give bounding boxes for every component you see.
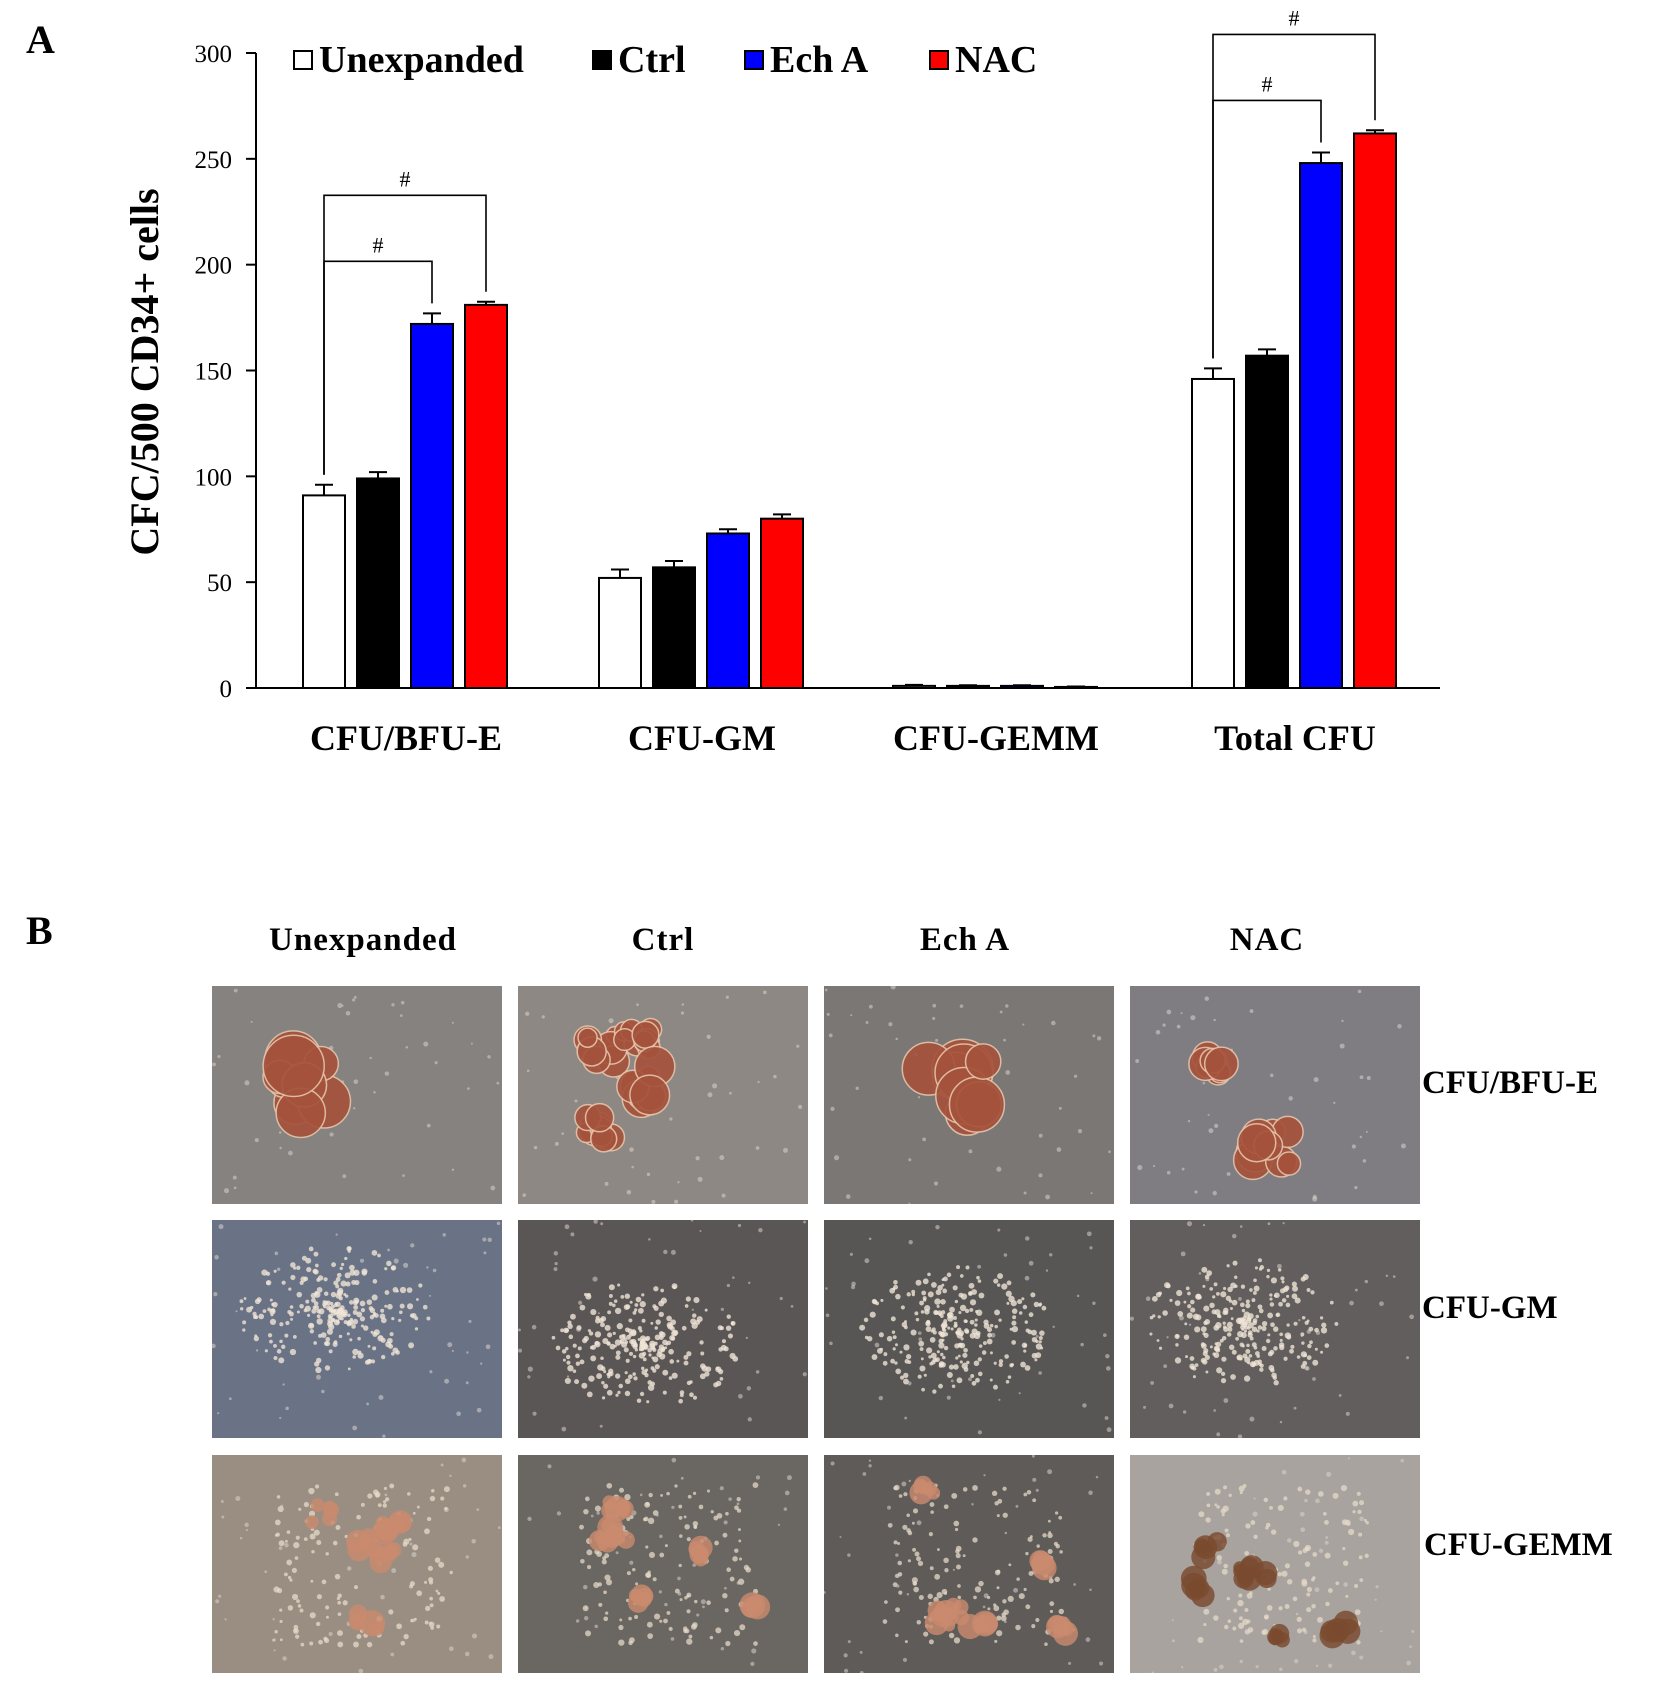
bar: [356, 477, 400, 690]
colony-photo: [212, 1455, 502, 1673]
colony-photo: [518, 986, 808, 1204]
row-label-cfu-gemm: CFU-GEMM: [1424, 1527, 1613, 1563]
legend-swatch-ctrl: [592, 50, 612, 70]
panel-b-letter: B: [26, 908, 53, 953]
x-category-label: CFU-GM: [628, 718, 776, 758]
colony-photo: [1130, 986, 1420, 1204]
bar: [1353, 132, 1397, 689]
panel-a-letter: A: [26, 17, 55, 62]
colony-photo: [1130, 1455, 1420, 1673]
legend-label-nac: NAC: [955, 39, 1037, 81]
column-header-ctrl: Ctrl: [631, 922, 695, 958]
bar: [1191, 377, 1235, 689]
x-category-label: CFU-GEMM: [893, 718, 1099, 758]
bar: [1299, 162, 1343, 690]
x-category-label: Total CFU: [1214, 718, 1376, 758]
bar-chart: 0 50 100 150 200 250 300 CFC/500 CD34+ cells CFU…: [122, 5, 1440, 758]
bar: [302, 494, 346, 689]
colony-photo-image: [1130, 1455, 1420, 1673]
legend-label-unexpanded: Unexpanded: [319, 39, 524, 81]
colony-photo: [1130, 1220, 1420, 1438]
significance-marker: #: [1289, 5, 1300, 30]
colony-photo: [212, 986, 502, 1204]
bar: [760, 517, 804, 690]
significance-marker: #: [373, 232, 384, 257]
colony-photo-image: [212, 1455, 502, 1673]
y-tick-label: 200: [195, 253, 233, 280]
bar: [410, 322, 454, 689]
legend-label-ctrl: Ctrl: [618, 39, 686, 81]
bar: [892, 684, 936, 690]
colony-photo: [518, 1220, 808, 1438]
colony-photo-image: [518, 1455, 808, 1673]
colony-photo: [824, 1455, 1114, 1673]
colony-photo: [824, 1220, 1114, 1438]
y-axis-title: CFC/500 CD34+ cells: [122, 188, 167, 555]
legend-swatch-unexpanded: [293, 50, 313, 70]
bar: [598, 576, 642, 690]
y-tick-label: 150: [195, 359, 233, 386]
legend-swatch-ech-a: [744, 50, 764, 70]
colony-photo: [518, 1455, 808, 1673]
colony-photo-image: [518, 986, 808, 1204]
significance-marker: #: [1262, 71, 1273, 96]
column-header-nac: NAC: [1229, 922, 1305, 958]
colony-photo: [212, 1220, 502, 1438]
colony-photo-image: [518, 1220, 808, 1438]
y-tick-label: 250: [195, 147, 233, 174]
colony-photo-image: [212, 1220, 502, 1438]
y-tick-label: 300: [195, 41, 233, 68]
column-header-unexpanded: Unexpanded: [269, 922, 457, 958]
bar: [652, 566, 696, 689]
bar: [464, 303, 508, 689]
significance-bracket: [1212, 33, 1376, 359]
colony-photo-image: [212, 986, 502, 1204]
row-label-cfu-bfu-e: CFU/BFU-E: [1422, 1065, 1598, 1101]
significance-bracket: [323, 194, 487, 475]
legend-label-ech-a: Ech A: [770, 39, 869, 81]
y-tick-label: 100: [195, 464, 233, 491]
y-tick-label: 50: [207, 570, 232, 597]
colony-photo-image: [824, 1220, 1114, 1438]
column-header-ech-a: Ech A: [919, 922, 1011, 958]
bar: [1245, 354, 1289, 689]
colony-photo-image: [1130, 986, 1420, 1204]
colony-photo-image: [1130, 1220, 1420, 1438]
significance-marker: #: [400, 166, 411, 191]
row-label-cfu-gm: CFU-GM: [1422, 1290, 1558, 1326]
colony-photo: [824, 986, 1114, 1204]
colony-photo-image: [824, 986, 1114, 1204]
legend-swatch-nac: [929, 50, 949, 70]
x-category-label: CFU/BFU-E: [310, 718, 502, 758]
bar: [706, 532, 750, 689]
colony-photo-image: [824, 1455, 1114, 1673]
y-tick-label: 0: [220, 676, 233, 703]
